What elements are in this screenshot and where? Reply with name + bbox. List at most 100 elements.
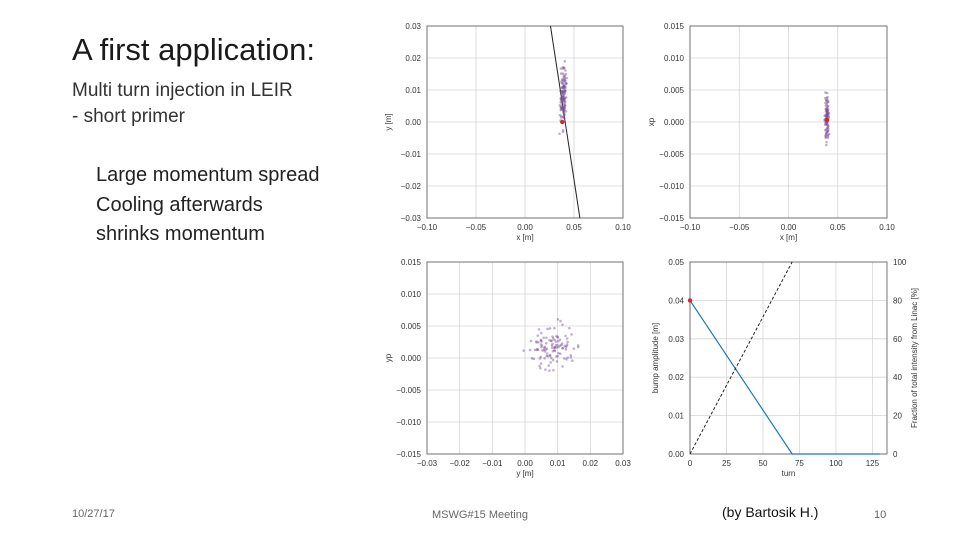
particle-point: [561, 92, 564, 96]
x-tick-label: −0.10: [680, 223, 701, 232]
x-tick-label: 50: [759, 459, 768, 468]
particle-point: [825, 115, 829, 118]
y2-tick-label: 40: [893, 373, 902, 382]
particle-point: [556, 344, 559, 347]
particle-point: [825, 110, 829, 114]
particle-point: [825, 123, 828, 126]
bullet-list: Large momentum spread Cooling afterwards…: [96, 161, 319, 250]
particle-point: [562, 97, 566, 100]
particle-point: [825, 127, 829, 131]
x-tick-label: 100: [829, 459, 843, 468]
particle-point: [542, 348, 546, 352]
y-axis-label: yp: [384, 353, 393, 362]
particle-point: [826, 129, 830, 133]
particle-point: [563, 79, 567, 83]
y-axis-label: xp: [647, 117, 656, 126]
particle-point: [550, 339, 553, 342]
particle-point: [563, 90, 566, 93]
particle-point: [561, 86, 565, 89]
particle-point: [563, 101, 567, 104]
particle-point: [558, 338, 562, 342]
particle-point: [555, 360, 559, 363]
particle-point: [826, 95, 829, 99]
particle-point: [545, 347, 549, 351]
x-tick-label: 0.01: [550, 459, 566, 468]
particle-point: [554, 343, 558, 347]
y-tick-label: 0.000: [664, 118, 685, 127]
particle-point: [825, 107, 829, 110]
particle-point: [545, 336, 548, 339]
chart-panel-2: [689, 25, 888, 219]
x-tick-label: 0.03: [615, 459, 631, 468]
particle-point: [560, 86, 564, 89]
particle-point: [564, 72, 568, 76]
y-tick-label: 0.005: [401, 322, 422, 331]
particle-point: [562, 85, 566, 88]
particle-point: [564, 345, 568, 349]
x-tick-label: 25: [722, 459, 731, 468]
particle-point: [543, 346, 546, 350]
particle-point: [537, 341, 540, 344]
particle-point: [564, 89, 567, 93]
particle-point: [827, 115, 830, 119]
particle-point: [560, 99, 563, 102]
footer-credit: (by Bartosik H.): [722, 504, 819, 520]
particle-point: [544, 341, 548, 345]
particle-point: [553, 349, 556, 352]
y-tick-label: 0.03: [405, 22, 421, 31]
particle-point: [560, 342, 564, 345]
x-tick-label: −0.05: [466, 223, 487, 232]
y-tick-label: 0.015: [664, 22, 685, 31]
particle-point: [824, 104, 828, 108]
particle-point: [563, 100, 567, 103]
particle-point: [558, 103, 562, 107]
particle-point: [548, 327, 552, 330]
particle-point: [563, 92, 567, 95]
particle-point: [553, 346, 556, 350]
particle-point: [825, 114, 829, 118]
bullet-item: shrinks momentum: [96, 223, 265, 245]
particle-point: [562, 111, 565, 114]
y-tick-label: −0.005: [659, 150, 684, 159]
particle-point: [824, 123, 827, 127]
particle-point: [827, 124, 830, 128]
particle-point: [823, 122, 827, 125]
particle-point: [564, 85, 567, 88]
particle-point: [825, 106, 829, 110]
particle-point: [538, 364, 541, 368]
particle-point: [548, 369, 551, 372]
particle-point: [542, 336, 545, 340]
particle-point: [559, 98, 563, 102]
particle-point: [824, 113, 828, 116]
particle-point: [535, 340, 538, 343]
particle-point: [823, 114, 827, 118]
particle-point: [557, 345, 560, 349]
reference-marker: [560, 119, 565, 125]
particle-point: [824, 107, 828, 111]
particle-point: [558, 352, 562, 356]
particle-point: [824, 132, 828, 136]
particle-point: [533, 348, 537, 352]
particle-point: [522, 349, 526, 352]
particle-point: [826, 111, 829, 115]
chart-panel-1: [426, 25, 624, 219]
particle-point: [825, 109, 829, 112]
particle-point: [562, 66, 566, 69]
particle-point: [569, 356, 573, 359]
particle-point: [562, 99, 566, 103]
particle-point: [546, 354, 550, 358]
particle-point: [826, 123, 829, 127]
particle-point: [826, 104, 830, 108]
particle-point: [571, 359, 574, 363]
particle-point: [564, 69, 567, 72]
particle-point: [825, 103, 828, 106]
particle-point: [544, 368, 547, 371]
particle-point: [825, 114, 829, 117]
particle-point: [562, 109, 566, 112]
particle-point: [825, 131, 829, 134]
particle-point: [825, 114, 828, 118]
particle-point: [825, 122, 829, 125]
particle-point: [555, 346, 559, 349]
particle-point: [556, 318, 560, 321]
particle-point: [561, 95, 564, 98]
